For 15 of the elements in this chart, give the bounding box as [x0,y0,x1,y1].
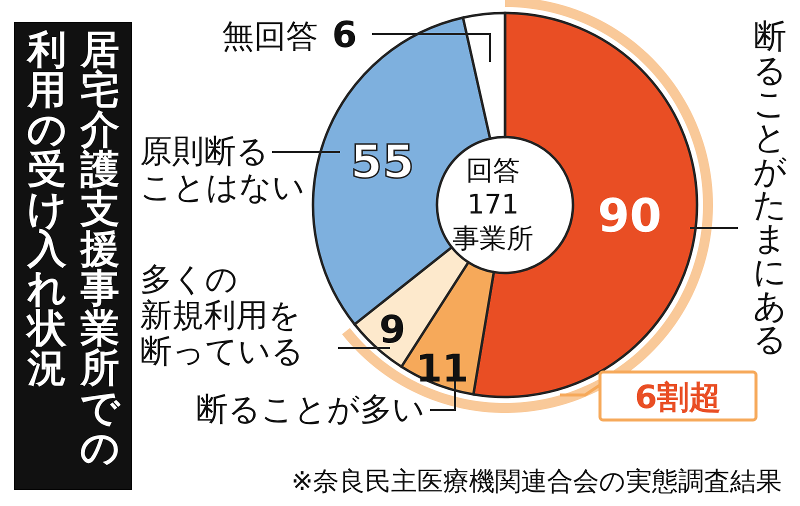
data-label: 9 [379,308,406,352]
data-label: 90 [598,188,662,242]
text: ※奈良民主医療機関連合会の実態調査結果 [291,467,782,497]
data-label: 6 [332,15,358,56]
slice-label: 多くの新規利用を断っている [140,260,304,370]
text: 6割超 [634,378,722,416]
slice-label: 無回答 [222,17,318,55]
slice-label: 原則断ることはない [140,132,305,206]
chart-title: 居宅介護支援事業所での [80,28,120,471]
category-label: 断ることがたまにある [753,16,787,359]
text: 回答 171 事業所 [452,156,534,254]
data-label: 55 [350,134,414,189]
text: 利用の受け入れ状況 [27,28,67,392]
data-label: 11 [416,346,469,390]
slice-label: 断ることが多い [196,390,425,428]
